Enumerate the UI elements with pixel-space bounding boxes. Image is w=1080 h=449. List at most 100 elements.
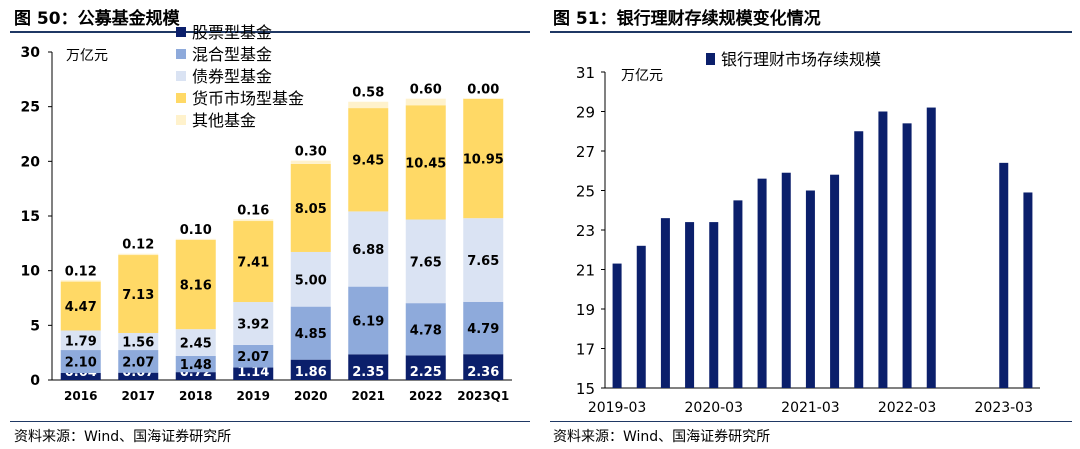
data-label: 2.07 — [237, 350, 269, 365]
y-tick-label: 27 — [576, 143, 595, 161]
bar-segment — [118, 253, 159, 256]
bar — [854, 131, 864, 388]
y-tick-label: 17 — [576, 341, 595, 359]
data-label: 1.14 — [237, 365, 269, 380]
bar-segment — [348, 211, 389, 287]
data-label: 0.12 — [122, 238, 154, 253]
data-label: 7.65 — [467, 254, 499, 269]
bar-segment — [290, 251, 331, 307]
y-tick-label: 15 — [21, 209, 40, 225]
figure-50-source: 资料来源：Wind、国海证券研究所 — [14, 429, 232, 445]
x-tick-label: 2017 — [122, 389, 155, 403]
legend-label: 债券型基金 — [192, 67, 272, 86]
data-label: 7.13 — [122, 288, 154, 303]
bar-segment — [233, 221, 274, 303]
bar — [636, 245, 646, 388]
data-label: 7.65 — [410, 255, 442, 270]
x-tick-label: 2018 — [179, 389, 212, 403]
bar-segment — [175, 372, 216, 380]
bar-segment — [118, 372, 159, 380]
data-label: 0.58 — [352, 86, 384, 101]
legend-swatch — [176, 49, 186, 59]
legend-label: 混合型基金 — [192, 45, 272, 64]
y-tick-label: 21 — [576, 262, 595, 280]
bar-segment — [233, 302, 274, 345]
bar-segment — [60, 280, 101, 282]
bar — [660, 218, 670, 388]
data-label: 2.10 — [65, 356, 97, 371]
bar — [1023, 192, 1033, 388]
y-tick-label: 5 — [30, 318, 40, 334]
bar-segment — [348, 354, 389, 380]
bar-segment — [463, 301, 504, 355]
figure-50-title: 图 50：公募基金规模 — [14, 9, 180, 29]
y-tick-label: 10 — [21, 264, 41, 280]
x-tick-label: 2016 — [64, 389, 97, 403]
x-tick-label: 2021 — [352, 389, 385, 403]
bar — [926, 107, 936, 389]
x-tick-label: 2023Q1 — [457, 389, 509, 403]
bar-segment — [60, 330, 101, 351]
bar-segment — [463, 98, 504, 219]
y-tick-label: 29 — [576, 104, 595, 122]
data-label: 8.16 — [180, 279, 212, 294]
bar-segment — [60, 373, 101, 380]
source-rule-left — [10, 421, 530, 422]
legend-label: 银行理财市场存续规模 — [721, 50, 881, 69]
data-label: 10.95 — [463, 152, 504, 167]
y-tick-label: 0 — [30, 373, 40, 389]
x-tick-label: 2021-03 — [781, 400, 840, 416]
bar-segment — [175, 329, 216, 356]
bar — [709, 222, 719, 388]
y-tick-label: 25 — [21, 100, 40, 116]
bar-segment — [118, 332, 159, 351]
bar-segment — [60, 350, 101, 374]
wealth-management-bar-chart: 15 17 19 21 23 25 27 29 31 万亿元 2019-03 2020-03 2021-… — [576, 50, 1040, 416]
x-tick-label: 2020-03 — [685, 400, 744, 416]
data-label: 9.45 — [352, 154, 384, 169]
bar-segment — [175, 238, 216, 240]
bar-segment — [233, 367, 274, 380]
x-tick-label: 2023-03 — [975, 400, 1034, 416]
y-tick-label: 15 — [576, 380, 595, 398]
legend-swatch — [176, 115, 186, 125]
bar — [878, 111, 888, 388]
y-axis-unit: 万亿元 — [621, 68, 663, 84]
data-label: 5.00 — [295, 273, 327, 288]
data-label: 1.48 — [180, 358, 212, 373]
bar — [757, 178, 767, 388]
bar — [685, 222, 695, 388]
data-label: 8.05 — [295, 202, 327, 217]
legend-swatch — [176, 71, 186, 81]
bar — [830, 174, 840, 388]
y-tick-label: 19 — [576, 301, 595, 319]
bar-segment — [60, 281, 101, 331]
bar — [612, 263, 622, 388]
bar-segment — [175, 355, 216, 373]
data-label: 4.47 — [65, 300, 97, 315]
y-tick-label: 23 — [576, 222, 595, 240]
data-label: 0.30 — [295, 145, 327, 160]
fund-scale-stacked-bar-chart: 051015202530万亿元0.642.101.794.470.1220160… — [21, 23, 512, 403]
data-label: 2.07 — [122, 355, 154, 370]
data-label: 4.78 — [410, 323, 442, 338]
bar-segment — [405, 219, 446, 304]
legend-label: 其他基金 — [192, 111, 256, 130]
data-label: 1.56 — [122, 336, 154, 351]
bar-segment — [348, 108, 389, 212]
data-label: 3.92 — [237, 317, 269, 332]
title-rule-left — [10, 31, 530, 33]
x-tick-label: 2019 — [237, 389, 270, 403]
bar-segment — [233, 219, 274, 222]
y-tick-label: 30 — [21, 45, 41, 61]
bar-segment — [290, 163, 331, 252]
bar-segment — [290, 359, 331, 380]
data-label: 2.35 — [352, 365, 384, 380]
legend-label: 货币市场型基金 — [192, 89, 304, 108]
data-label: 0.10 — [180, 223, 212, 238]
figure-51-title: 图 51：银行理财存续规模变化情况 — [553, 9, 821, 29]
data-label: 7.41 — [237, 256, 269, 271]
legend-swatch — [706, 53, 715, 65]
data-label: 2.36 — [467, 365, 499, 380]
bar-segment — [405, 355, 446, 380]
